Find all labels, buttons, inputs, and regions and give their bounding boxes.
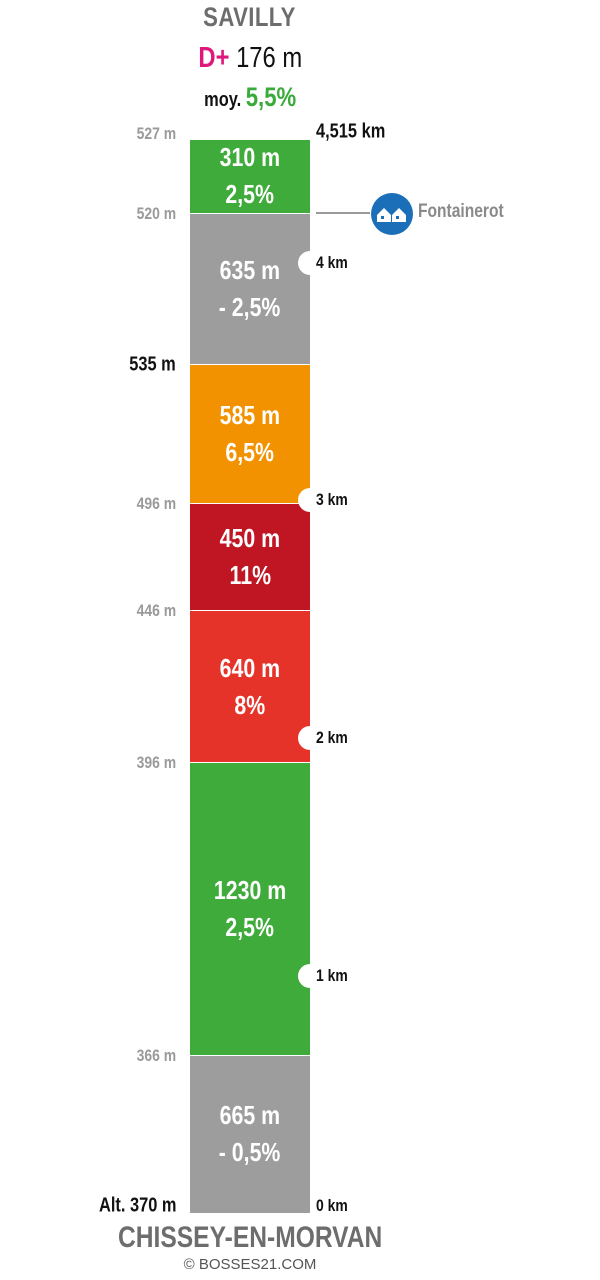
altitude-label: 446 m (136, 600, 176, 620)
altitude-label: 496 m (136, 493, 176, 513)
km-marker: 4,515 km (316, 120, 386, 143)
km-marker: 4 km (316, 252, 348, 272)
copyright: © BOSSES21.COM (183, 1256, 317, 1273)
segment-grade: 2,5% (225, 179, 275, 210)
start-name: CHISSEY-EN-MORVAN (117, 1221, 383, 1254)
segment-length: 640 m (219, 652, 281, 683)
km-marker: 3 km (316, 490, 348, 510)
average-grade-label: moy. (203, 89, 242, 111)
segment-length: 585 m (219, 399, 281, 430)
segment-grade: 11% (229, 559, 271, 590)
km-marker: 0 km (316, 1196, 348, 1215)
km-notch (298, 964, 322, 989)
segment-6: 635 m - 2,5% (190, 213, 310, 365)
summit-name: SAVILLY (203, 2, 297, 32)
km-notch (298, 726, 322, 751)
segment-grade: - 2,5% (219, 291, 281, 322)
km-notch (298, 250, 322, 275)
elevation-gain-label: D+ (198, 42, 230, 74)
poi-connector (316, 212, 370, 214)
segment-grade: 2,5% (225, 912, 275, 942)
segment-length: 310 m (219, 142, 281, 173)
segment-1: 665 m - 0,5% (190, 1055, 310, 1214)
km-marker: 2 km (316, 728, 348, 748)
segment-7: 310 m 2,5% (190, 140, 310, 214)
segment-2: 1230 m 2,5% (190, 763, 310, 1056)
segment-length: 450 m (219, 522, 281, 553)
segment-grade: 8% (234, 689, 266, 720)
segment-length: 1230 m (213, 875, 287, 905)
altitude-label: 366 m (136, 1045, 176, 1065)
segment-3: 640 m 8% (190, 610, 310, 764)
average-grade: moy. 5,5% (0, 82, 500, 113)
altitude-label: 535 m (129, 353, 176, 376)
altitude-label: 527 m (136, 124, 176, 143)
elevation-gain: D+ 176 m (0, 42, 500, 75)
houses-icon (371, 193, 413, 235)
altitude-label: 520 m (136, 203, 176, 223)
segment-5: 585 m 6,5% (190, 364, 310, 504)
segment-length: 635 m (219, 254, 281, 285)
elevation-gain-value: 176 m (235, 42, 302, 74)
segment-grade: 6,5% (225, 436, 275, 467)
segment-4: 450 m 11% (190, 503, 310, 611)
km-marker: 1 km (316, 966, 348, 986)
poi-name: Fontainerot (418, 201, 504, 222)
altitude-label: Alt. 370 m (98, 1194, 176, 1217)
altitude-label: 396 m (136, 753, 176, 773)
average-grade-value: 5,5% (245, 82, 297, 112)
segment-length: 665 m (219, 1100, 281, 1131)
km-notch (298, 488, 322, 513)
segment-grade: - 0,5% (219, 1137, 281, 1168)
climb-profile: 665 m - 0,5% 1230 m 2,5% 640 m 8% 450 m 11% 585 … (190, 140, 310, 1214)
